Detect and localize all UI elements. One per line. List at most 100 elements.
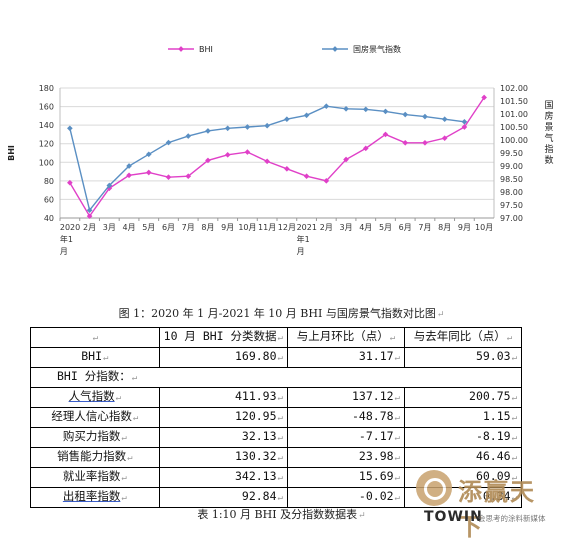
y-right-tick-label: 100.00 — [500, 136, 528, 145]
header-cell: ↵ — [30, 327, 160, 348]
data-point-bhi — [244, 149, 251, 155]
y-right-tick-label: 99.00 — [500, 162, 523, 171]
data-point-housing-index — [461, 118, 468, 125]
x-tick-label: 6月 — [162, 223, 175, 232]
y-right-axis-title-char: 房 — [544, 110, 553, 122]
y-left-tick-label: 80 — [44, 177, 54, 186]
y-right-axis-title-char: 数 — [544, 154, 553, 166]
data-point-housing-index — [126, 163, 132, 169]
row-label: 销售能力指数↵ — [30, 447, 160, 468]
data-point-bhi — [284, 165, 290, 172]
x-tick-label: 2月 — [320, 223, 333, 232]
value-cell: 59.03↵ — [403, 347, 523, 368]
bhi-data-table: ↵ 10 月 BHI 分类数据↵ 与上月环比（点）↵ 与去年同比（点）↵ BHI… — [30, 327, 523, 508]
x-tick-label: 5月 — [379, 223, 392, 232]
value-cell: 120.95↵ — [158, 407, 288, 428]
x-tick-label: 4月 — [122, 223, 135, 232]
value-cell: 1.15↵ — [403, 407, 523, 428]
y-right-tick-label: 98.00 — [500, 188, 523, 197]
data-point-housing-index — [382, 108, 389, 115]
y-right-axis-title-char: 景 — [544, 122, 553, 133]
value-cell: 32.13↵ — [158, 427, 288, 448]
data-point-bhi — [86, 213, 93, 219]
data-point-housing-index — [145, 151, 152, 158]
value-cell: 169.80↵ — [158, 347, 288, 368]
y-right-axis-title-char: 国 — [544, 100, 553, 111]
x-tick-label: 5月 — [142, 223, 155, 232]
table-row: 人气指数↵ 411.93↵ 137.12↵ 200.75↵ — [30, 387, 523, 408]
data-point-housing-index — [284, 116, 290, 123]
data-point-housing-index — [86, 207, 93, 214]
table-row-bhi: BHI↵ 169.80↵ 31.17↵ 59.03↵ — [30, 347, 523, 368]
value-cell: -8.19↵ — [403, 427, 523, 448]
y-left-tick-label: 160 — [39, 103, 54, 112]
y-right-tick-label: 101.50 — [500, 97, 528, 106]
row-label: BHI↵ — [30, 347, 160, 368]
table-section-row: BHI 分指数：↵ — [30, 367, 522, 388]
table-row: 经理人信心指数↵ 120.95↵ -48.78↵ 1.15↵ — [30, 407, 523, 428]
x-tick-label: 3月 — [103, 223, 116, 232]
figure-caption: 图 1：2020 年 1 月-2021 年 10 月 BHI 与国房景气指数对比… — [118, 307, 445, 320]
value-cell: 31.17↵ — [286, 347, 405, 368]
legend-label: 国房景气指数 — [353, 44, 401, 54]
y-left-tick-label: 100 — [39, 158, 54, 167]
data-point-housing-index — [185, 133, 192, 139]
value-cell: 130.32↵ — [158, 447, 288, 468]
x-tick-label: 4月 — [359, 223, 372, 232]
x-tick-label: 9月 — [221, 223, 234, 232]
value-cell: -7.17↵ — [286, 427, 405, 448]
x-tick-label: 月 — [60, 247, 68, 256]
watermark-chinese-name: 添赢天下 — [458, 477, 536, 541]
y-right-tick-label: 101.00 — [500, 110, 528, 119]
data-point-bhi — [382, 131, 389, 138]
value-cell: 200.75↵ — [403, 387, 523, 408]
bhi-vs-housing-index-chart: 40 60 80 100 120 140 160 180 97.00 97.50 98.00 98.5… — [7, 44, 554, 256]
y-right-tick-label: 97.50 — [500, 201, 523, 210]
value-cell: 137.12↵ — [286, 387, 405, 408]
data-point-bhi — [224, 152, 231, 158]
data-point-housing-index — [264, 122, 270, 129]
x-tick-label: 月 — [297, 247, 305, 256]
data-point-bhi — [441, 135, 448, 141]
value-cell: 23.98↵ — [286, 447, 405, 468]
y-left-tick-label: 60 — [44, 195, 54, 204]
data-point-bhi — [461, 124, 468, 130]
x-tick-label: 8月 — [201, 223, 214, 232]
data-point-bhi — [145, 169, 152, 176]
row-label: 经理人信心指数↵ — [30, 407, 160, 428]
data-point-bhi — [205, 157, 211, 164]
legend-swatch-marker — [332, 46, 338, 52]
y-right-tick-label: 102.00 — [500, 84, 528, 93]
data-point-housing-index — [362, 106, 369, 113]
data-point-bhi — [343, 156, 349, 163]
row-label: 人气指数↵ — [30, 387, 160, 408]
table-caption: 表 1:10 月 BHI 及分指数数据表↵ — [197, 508, 366, 521]
data-point-bhi — [323, 178, 330, 184]
watermark-emblem-icon — [416, 470, 452, 506]
legend-swatch-marker — [178, 46, 184, 52]
table-row: 销售能力指数↵ 130.32↵ 23.98↵ 46.46↵ — [30, 447, 523, 468]
x-tick-label: 10月 — [475, 223, 493, 232]
value-cell: -48.78↵ — [286, 407, 405, 428]
value-cell: 15.69↵ — [286, 467, 405, 488]
series-line-bhi — [69, 97, 485, 218]
data-point-housing-index — [441, 116, 448, 123]
x-tick-label: 8月 — [438, 223, 451, 232]
data-point-housing-index — [343, 105, 349, 112]
data-point-bhi — [303, 173, 310, 180]
data-point-bhi — [422, 139, 428, 146]
y-right-tick-label: 98.50 — [500, 175, 523, 184]
value-cell: 342.13↵ — [158, 467, 288, 488]
y-right-tick-label: 97.00 — [500, 214, 523, 223]
data-point-housing-index — [244, 124, 251, 130]
y-right-tick-label: 100.50 — [500, 123, 528, 132]
y-left-tick-label: 40 — [44, 214, 54, 223]
data-point-housing-index — [67, 125, 73, 132]
value-cell: 411.93↵ — [158, 387, 288, 408]
data-point-housing-index — [402, 111, 409, 118]
header-cell: 与去年同比（点）↵ — [403, 327, 523, 348]
watermark-brand: TOWIN — [424, 509, 483, 525]
data-point-housing-index — [303, 112, 310, 119]
row-label: 购买力指数↵ — [30, 427, 160, 448]
x-tick-label: 3月 — [339, 223, 352, 232]
